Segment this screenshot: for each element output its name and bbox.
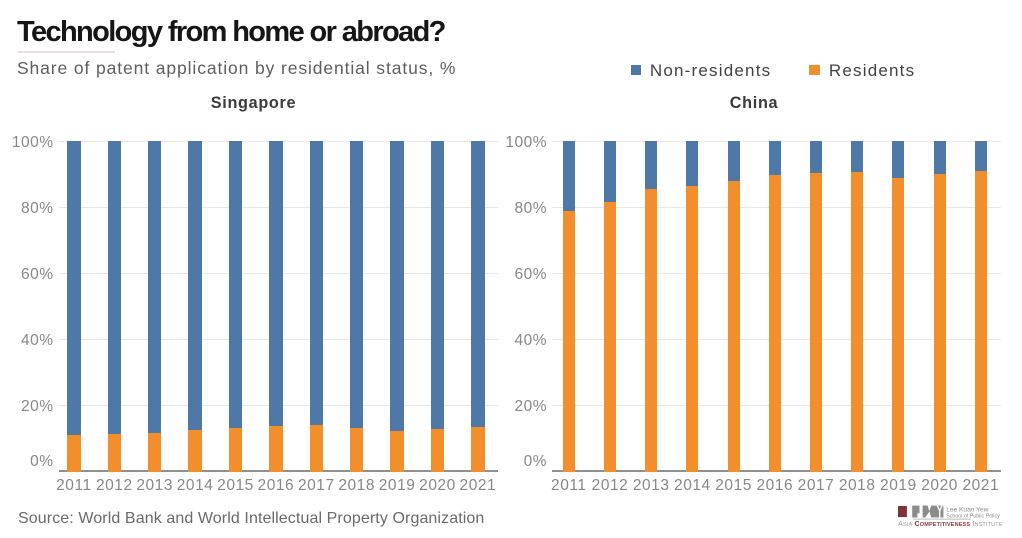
svg-text:School of Public Policy: School of Public Policy [946,513,1000,519]
svg-text:ASIA COMPETITIVENESS INSTITUTE: ASIA COMPETITIVENESS INSTITUTE [898,519,1003,528]
svg-text:Lee Kuan Yew: Lee Kuan Yew [946,506,988,513]
